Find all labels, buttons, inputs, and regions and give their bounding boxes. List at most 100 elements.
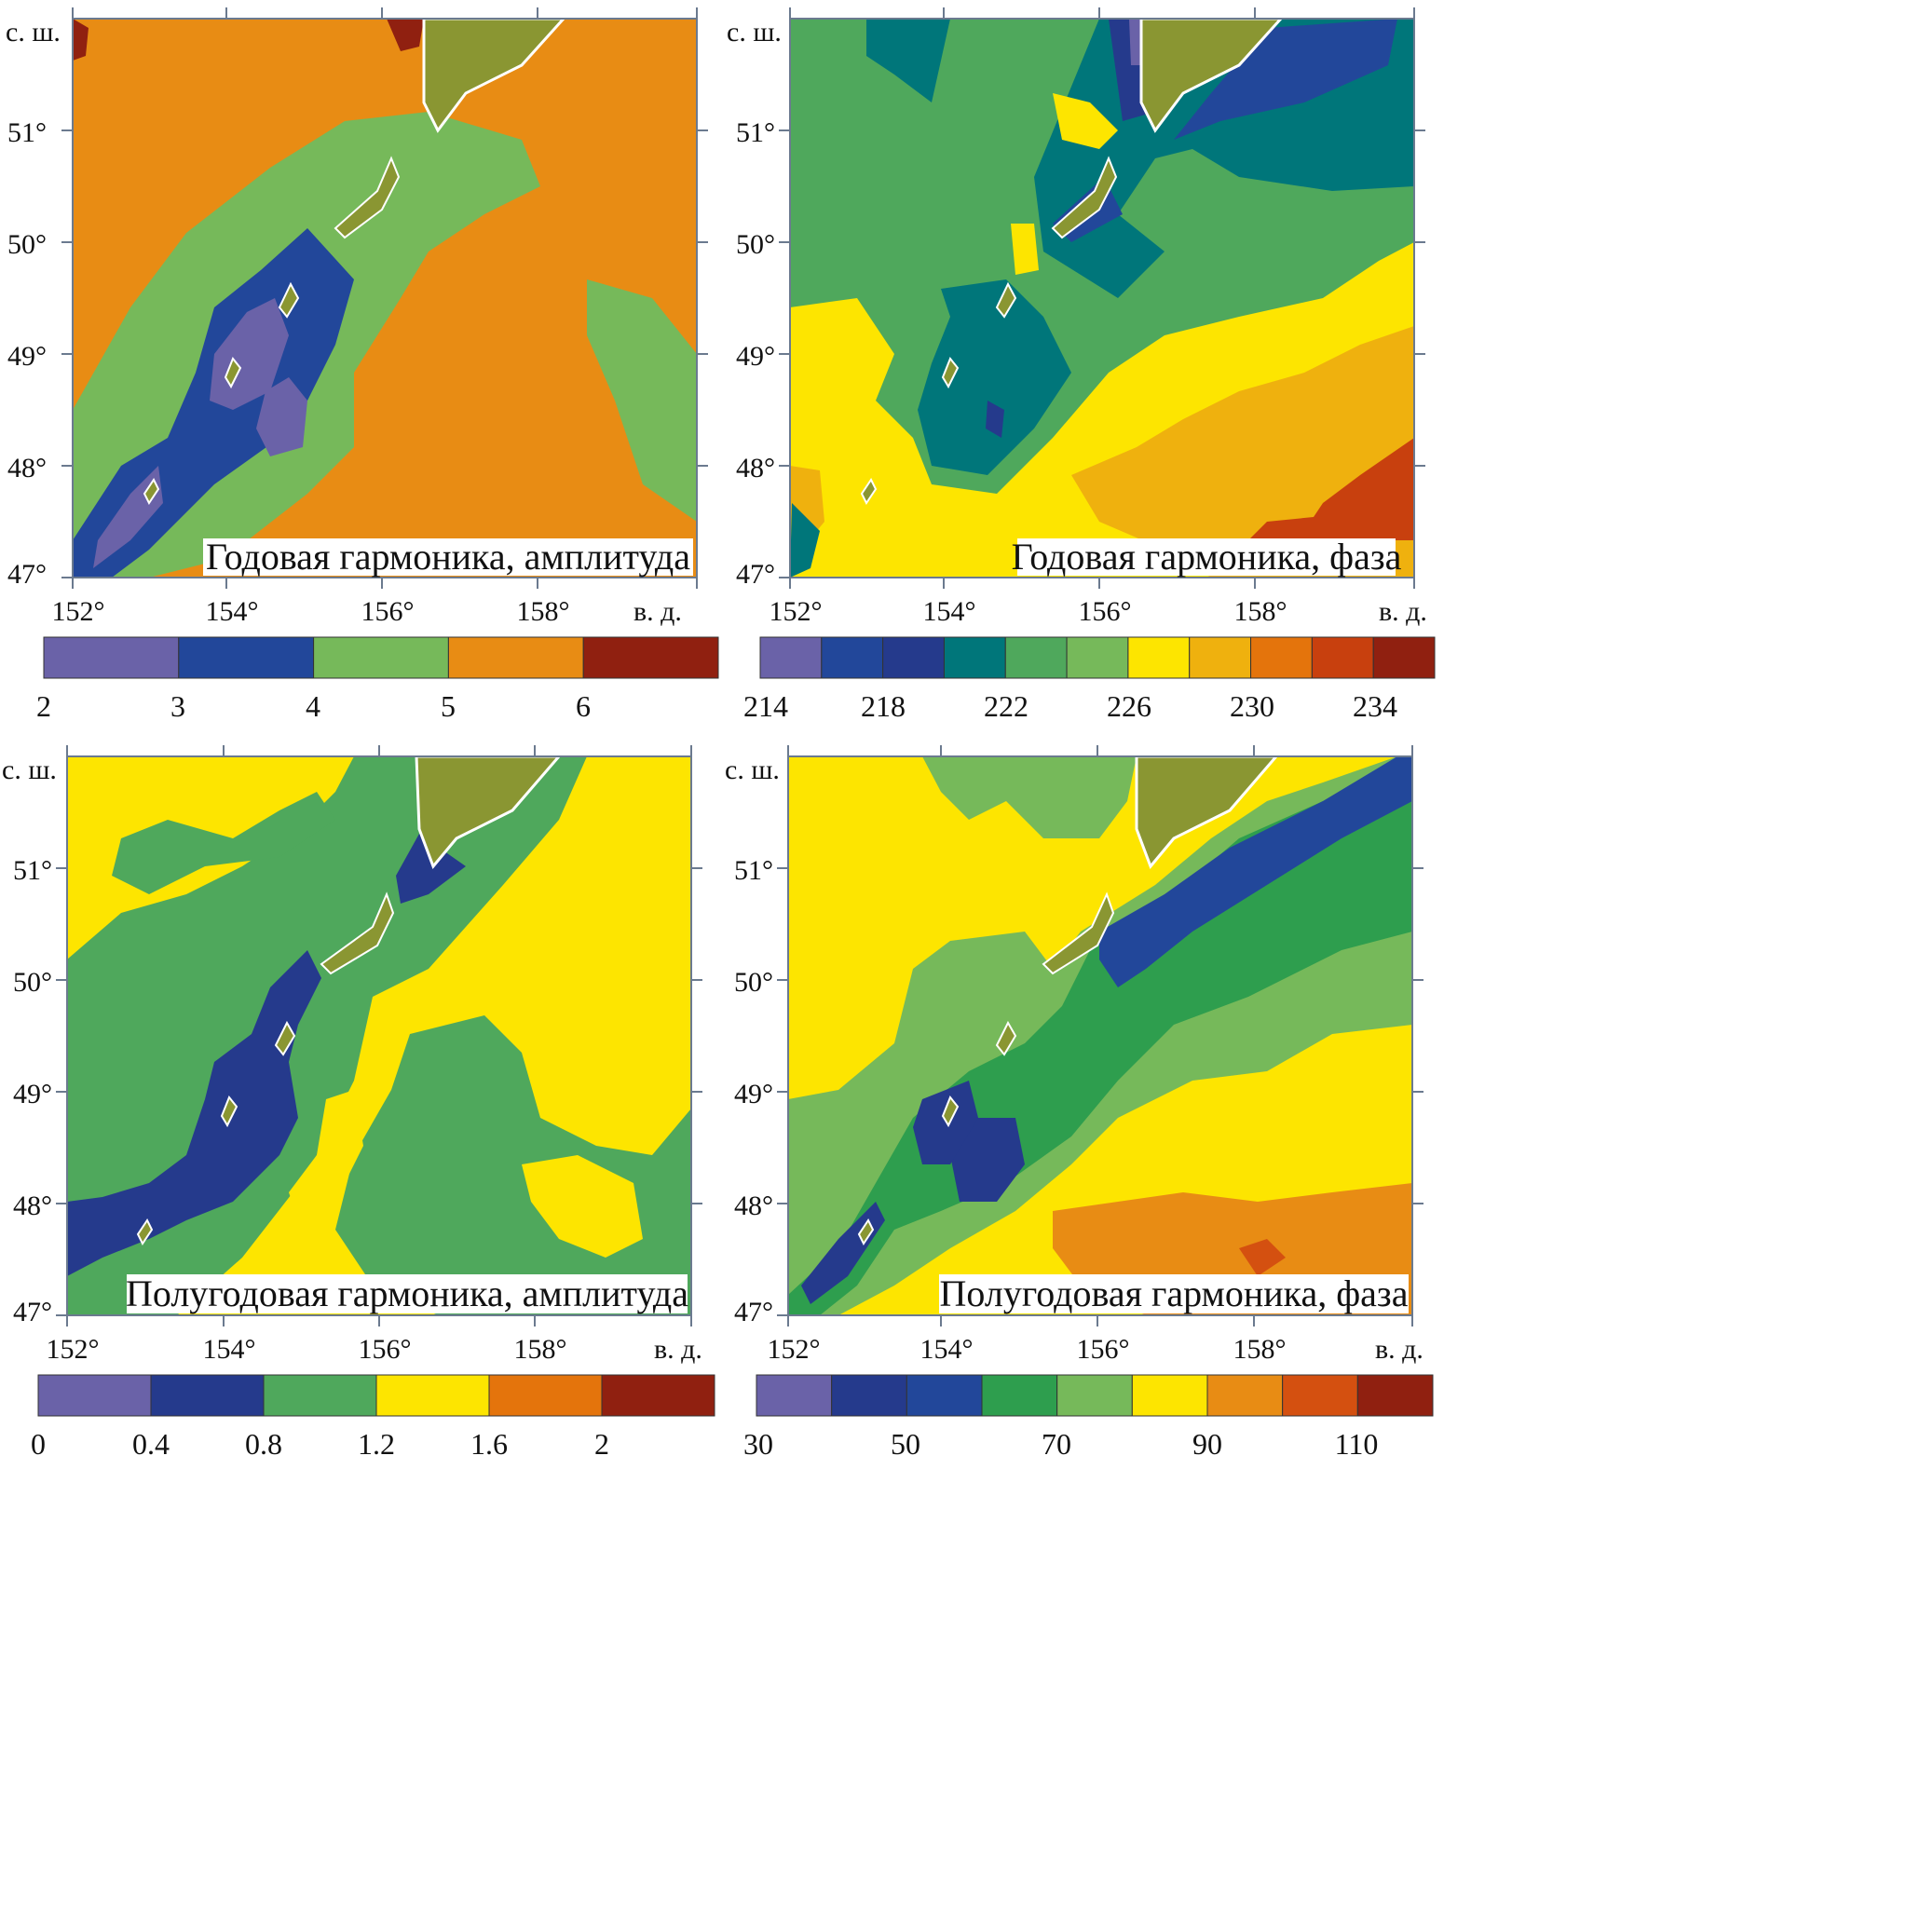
- colorbar-swatch: [1189, 636, 1252, 679]
- lon-axis-label: в. д.: [654, 1334, 702, 1365]
- lon-tick: 154°: [202, 1334, 256, 1365]
- colorbar-tick: 2: [36, 689, 51, 723]
- colorbar-swatch: [1127, 636, 1191, 679]
- colorbar-tick: 230: [1230, 689, 1274, 723]
- colorbar-swatch: [582, 636, 719, 679]
- lon-tick: 156°: [1076, 1334, 1130, 1365]
- lat-tick: 50°: [734, 967, 773, 998]
- contour-region: [587, 279, 697, 522]
- lon-tick: 158°: [516, 596, 570, 627]
- lat-tick: 51°: [736, 117, 775, 148]
- contour-region: [387, 19, 424, 51]
- colorbar-tick: 3: [170, 689, 185, 723]
- panel-title: Полугодовая гармоника, фаза: [939, 1272, 1409, 1314]
- colorbar-swatch: [831, 1374, 907, 1417]
- colorbar-swatch: [447, 636, 584, 679]
- colorbar-tick: 234: [1353, 689, 1397, 723]
- colorbar-tick: 6: [576, 689, 591, 723]
- lat-tick: 51°: [734, 855, 773, 886]
- colorbar-tick: 0.8: [245, 1427, 282, 1461]
- lat-axis-label: с. ш.: [727, 17, 782, 48]
- lat-tick: 48°: [734, 1190, 773, 1221]
- lon-tick: 152°: [769, 596, 823, 627]
- panel-title: Годовая гармоника, фаза: [1011, 536, 1402, 578]
- lat-tick: 49°: [7, 341, 47, 372]
- colorbar-swatch: [1356, 1374, 1434, 1417]
- contour-region: [256, 377, 307, 456]
- colorbar-swatch: [1206, 1374, 1284, 1417]
- lon-tick: 154°: [922, 596, 976, 627]
- colorbar-swatch: [759, 636, 823, 679]
- island: [224, 357, 242, 389]
- colorbar-swatch: [882, 636, 945, 679]
- colorbar-tick: 0: [31, 1427, 46, 1461]
- colorbar-tick: 1.2: [358, 1427, 395, 1461]
- colorbar-tick: 90: [1192, 1427, 1222, 1461]
- colorbar-swatch: [1282, 1374, 1358, 1417]
- lat-tick: 47°: [734, 1297, 773, 1327]
- lat-tick: 48°: [7, 453, 47, 483]
- colorbar-swatch: [43, 636, 180, 679]
- lon-tick: 158°: [1233, 1334, 1287, 1365]
- panel-title: Полугодовая гармоника, амплитуда: [125, 1272, 689, 1314]
- lat-tick: 49°: [13, 1079, 52, 1109]
- colorbar-swatch: [1131, 1374, 1208, 1417]
- lat-tick: 51°: [7, 117, 47, 148]
- colorbar-swatch: [313, 636, 449, 679]
- map-semiannual-amplitude: [67, 756, 691, 1315]
- colorbar-swatch: [1056, 1374, 1133, 1417]
- colorbar-tick: 2: [594, 1427, 609, 1461]
- colorbar-swatch: [1250, 636, 1313, 679]
- colorbar-tick: 222: [984, 689, 1028, 723]
- lat-tick: 50°: [7, 229, 47, 260]
- lat-axis-label: с. ш.: [6, 17, 61, 48]
- lat-tick: 49°: [734, 1079, 773, 1109]
- colorbar-tick: 1.6: [470, 1427, 508, 1461]
- colorbar-swatch: [906, 1374, 983, 1417]
- lat-tick: 48°: [736, 453, 775, 483]
- lat-tick: 48°: [13, 1190, 52, 1221]
- colorbar-swatch: [601, 1374, 715, 1417]
- lon-axis-label: в. д.: [633, 596, 682, 627]
- colorbar-tick: 218: [861, 689, 906, 723]
- lon-tick: 158°: [513, 1334, 567, 1365]
- colorbar-swatch: [37, 1374, 152, 1417]
- contour-region: [73, 19, 89, 61]
- lat-tick: 47°: [13, 1297, 52, 1327]
- lat-axis-label: с. ш.: [2, 755, 57, 785]
- colorbar-tick: 30: [743, 1427, 773, 1461]
- lon-tick: 156°: [361, 596, 415, 627]
- colorbar-swatch: [150, 1374, 265, 1417]
- colorbar-swatch: [1372, 636, 1436, 679]
- colorbar-swatch: [943, 636, 1006, 679]
- lon-tick: 152°: [767, 1334, 821, 1365]
- colorbars: [37, 636, 1436, 1417]
- colorbar-swatch: [1004, 636, 1068, 679]
- lat-tick: 47°: [7, 559, 47, 590]
- lon-tick: 152°: [46, 1334, 100, 1365]
- land-mass: [422, 19, 566, 133]
- lat-tick: 50°: [13, 967, 52, 998]
- colorbar-tick: 0.4: [132, 1427, 170, 1461]
- lon-tick: 156°: [358, 1334, 412, 1365]
- colorbar-tick: 5: [441, 689, 456, 723]
- island: [143, 478, 160, 505]
- colorbar-tick: 110: [1334, 1427, 1379, 1461]
- map-panel-annual-amplitude: Годовая гармоника, амплитуда с. ш. 51° 5…: [0, 0, 953, 966]
- lat-tick: 47°: [736, 559, 775, 590]
- colorbar-tick: 70: [1042, 1427, 1071, 1461]
- lat-tick: 49°: [736, 341, 775, 372]
- island: [278, 281, 300, 319]
- frame-ticks: [61, 7, 708, 589]
- lat-tick: 51°: [13, 855, 52, 886]
- lon-axis-label: в. д.: [1379, 596, 1427, 627]
- lon-tick: 158°: [1233, 596, 1287, 627]
- colorbar-tick: 4: [306, 689, 320, 723]
- map-plot: [61, 7, 708, 589]
- colorbar-tick: 214: [743, 689, 788, 723]
- colorbar-swatch: [756, 1374, 833, 1417]
- colorbar-swatch: [375, 1374, 490, 1417]
- lon-tick: 154°: [919, 1334, 974, 1365]
- colorbar-tick: 226: [1107, 689, 1151, 723]
